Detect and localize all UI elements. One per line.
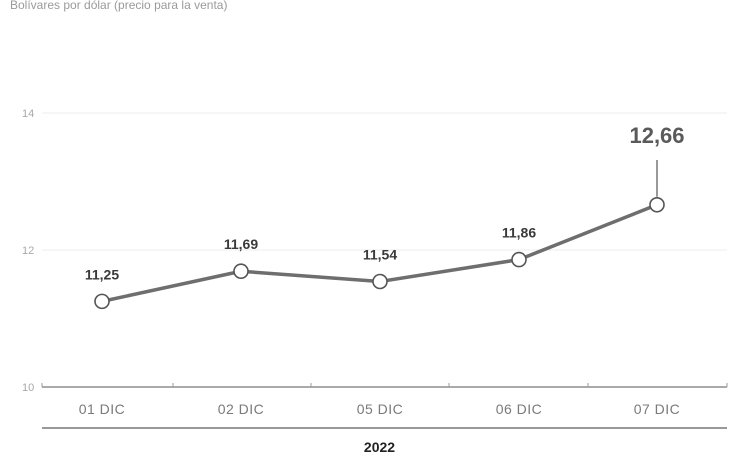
x-axis-group: 2022 [42,427,727,455]
x-tick-label-2: 05 DIC [357,401,404,417]
data-points [94,196,665,310]
data-point-3 [511,251,527,268]
chart-subtitle: Bolívares por dólar (precio para la vent… [10,0,228,12]
year-label: 2022 [364,439,395,455]
data-label-0: 11,25 [85,266,119,282]
data-label-2: 11,54 [363,247,397,263]
y-tick-label-10: 10 [22,382,34,394]
data-label-3: 11,86 [502,225,536,241]
y-tick-label-12: 12 [22,245,34,257]
data-labels: 11,25 11,69 11,54 11,86 12,66 [85,123,685,282]
data-point-2 [372,273,388,290]
x-tick-label-3: 06 DIC [496,401,543,417]
data-point-1 [233,263,249,280]
data-point-0 [94,293,110,310]
data-label-4: 12,66 [629,123,684,148]
x-tick-label-1: 02 DIC [218,401,265,417]
y-axis-ticks: 10 12 14 [22,108,34,394]
y-tick-label-14: 14 [22,108,34,120]
x-tick-label-0: 01 DIC [79,401,126,417]
x-axis-ticks: 01 DIC 02 DIC 05 DIC 06 DIC 07 DIC [79,401,681,417]
data-label-1: 11,69 [224,236,258,252]
grid-lines [42,112,727,251]
x-tick-label-4: 07 DIC [634,401,681,417]
x-axis [41,383,728,388]
data-point-4 [649,196,665,213]
